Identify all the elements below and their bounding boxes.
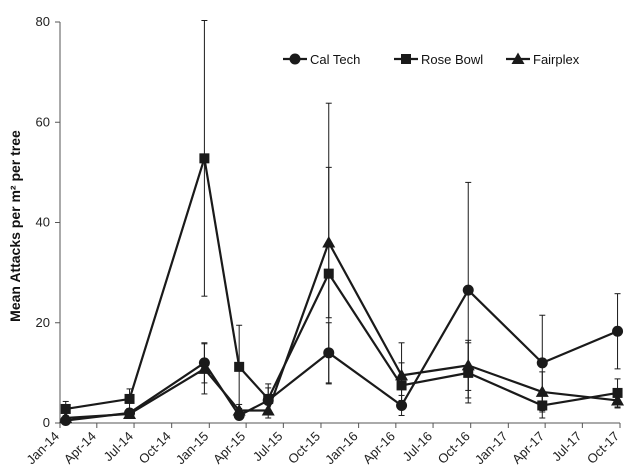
fairplex-point [123,407,137,419]
x-tick-label: Jan-16 [322,429,361,468]
x-tick-label: Jan-17 [472,429,511,468]
cal-tech-point [612,325,624,337]
legend-cal-tech-swatch-marker [289,53,301,65]
cal-tech-point [323,347,335,359]
x-tick-label: Jul-15 [250,429,286,465]
x-tick-label: Oct-14 [136,429,174,467]
fairplex-point [59,411,73,423]
rose-bowl-point [234,361,245,372]
x-tick-label: Apr-15 [210,429,248,467]
rose-bowl-point [396,380,407,391]
legend-rose-bowl-label: Rose Bowl [421,52,483,67]
fairplex-point [197,362,211,374]
y-tick-label: 40 [36,215,50,230]
rose-bowl-point [124,393,135,404]
x-tick-label: Jul-17 [549,429,585,465]
y-tick-label: 60 [36,114,50,129]
x-tick-label: Oct-15 [285,429,323,467]
x-tick-label: Apr-17 [509,429,547,467]
rose-bowl-point [60,403,71,414]
rose-bowl-point [323,268,334,279]
x-tick-label: Oct-17 [584,429,622,467]
y-tick-label: 0 [43,415,50,430]
x-tick-label: Jan-14 [23,429,62,468]
x-tick-label: Jul-16 [400,429,436,465]
rose-bowl-point [612,387,623,398]
x-tick-label: Apr-16 [360,429,398,467]
rose-bowl-point [263,393,274,404]
rose-bowl-point [537,400,548,411]
rose-bowl-line [65,157,618,411]
legend-rose-bowl-swatch-marker [401,54,411,64]
legend-cal-tech-label: Cal Tech [310,52,360,67]
y-tick-label: 80 [36,14,50,29]
cal-tech-point [462,284,474,296]
fairplex-point [611,393,625,406]
axes [55,21,621,428]
y-tick-label: 20 [36,315,50,330]
legend-fairplex-swatch-marker [511,52,525,64]
legend-fairplex-label: Fairplex [533,52,580,67]
rose-bowl-point [463,367,474,378]
fairplex-point [261,403,275,416]
fairplex-point [535,385,549,397]
x-tick-label: Apr-14 [61,429,99,467]
fairplex-point [232,403,246,416]
x-tick-label: Oct-16 [435,429,473,467]
x-tick-label: Jul-14 [101,429,137,465]
fairplex-point [461,358,475,371]
fairplex-line [65,241,618,420]
series-markers [59,153,625,426]
fairplex-point [322,236,336,248]
cal-tech-point [536,357,548,369]
rose-bowl-point [199,153,210,164]
x-tick-label: Jan-15 [173,429,212,468]
cal-tech-point [396,399,408,411]
fairplex-point [395,368,409,381]
series-lines [65,157,618,422]
legend: Cal Tech Rose Bowl Fairplex [283,52,580,67]
cal-tech-line [65,289,618,422]
y-axis-label: Mean Attacks per m² per tree [7,130,23,322]
